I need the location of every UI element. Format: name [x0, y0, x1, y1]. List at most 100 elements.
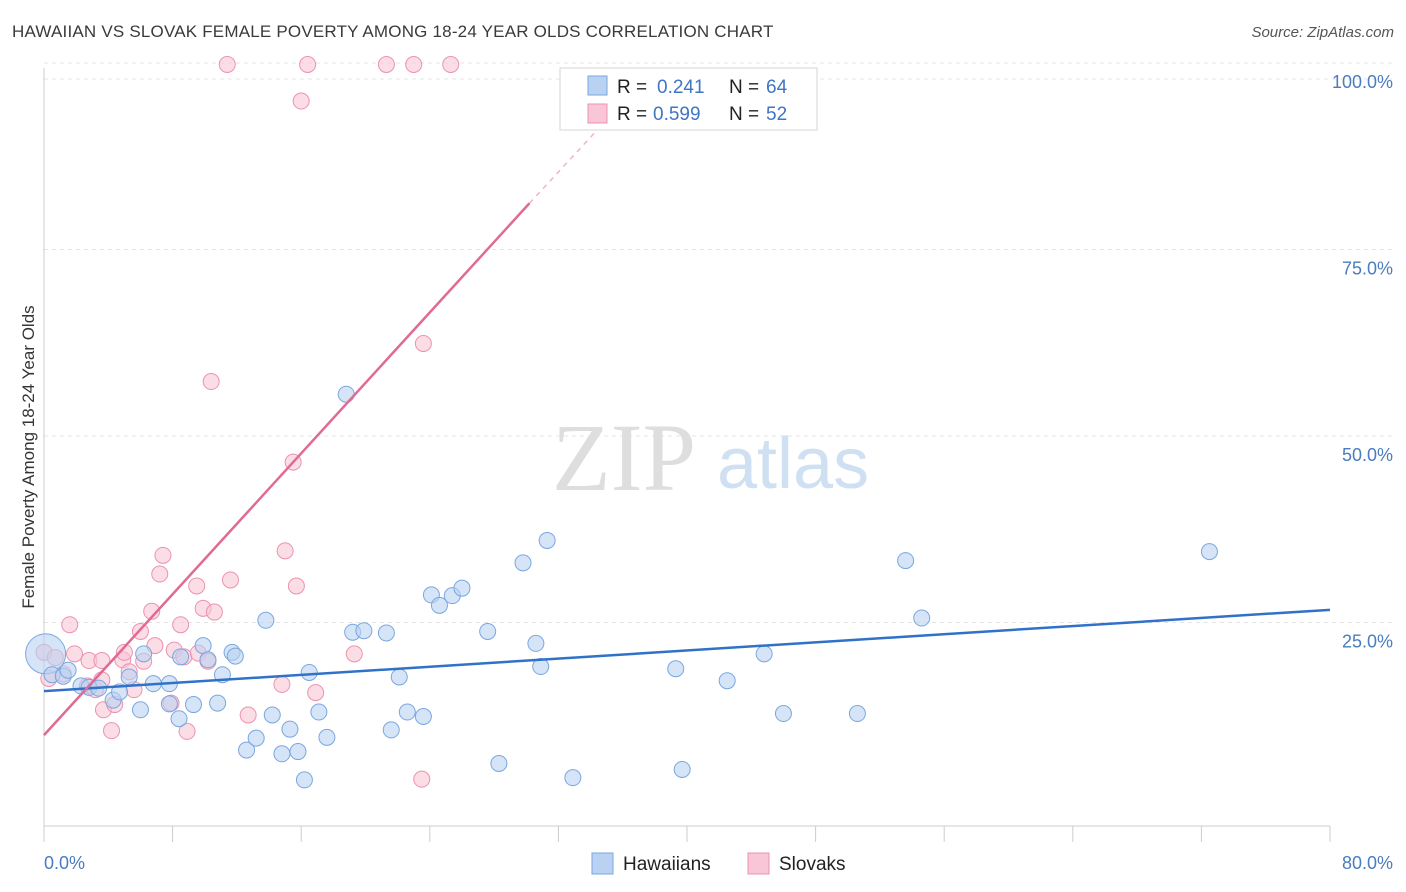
hawaiians-point-47 [479, 622, 497, 640]
hawaiians-point-35 [337, 385, 355, 403]
legend-n-value-1: 64 [766, 77, 788, 98]
axes [43, 68, 1331, 842]
legend-r-label-2: R = [617, 104, 647, 125]
y-tick-label-2: 75.0% [1342, 259, 1393, 279]
slovaks-point-20 [143, 602, 161, 620]
slovaks-point-44 [307, 684, 325, 702]
hawaiians-point-23 [226, 647, 244, 665]
hawaiians-point-58 [774, 705, 792, 723]
slovaks-point-36 [221, 571, 239, 589]
hawaiians-trend-line [43, 608, 1331, 693]
hawaiians-point-59 [848, 705, 866, 723]
slovaks-point-26 [172, 616, 190, 634]
hawaiians-point-62 [1200, 543, 1218, 561]
hawaiians-point-25 [247, 729, 265, 747]
source-label: Source: ZipAtlas.com [1251, 24, 1394, 41]
y-tick-label-3: 100.0% [1332, 72, 1393, 92]
slovaks-point-42 [292, 92, 310, 110]
hawaiians-point-31 [295, 771, 313, 789]
hawaiians-point-28 [273, 745, 291, 763]
hawaiians-point-18 [194, 637, 212, 655]
legend-swatch-hawaiians [587, 75, 608, 96]
hawaiians-point-8 [111, 683, 129, 701]
slovaks-point-4 [61, 616, 79, 634]
slovaks-point-45 [345, 645, 363, 663]
y-axis-label: Female Poverty Among 18-24 Year Olds [19, 305, 38, 608]
hawaiians-point-15 [170, 710, 188, 728]
slovaks-point-15 [115, 643, 133, 661]
slovaks-point-23 [154, 546, 172, 564]
hawaiians-point-10 [131, 701, 149, 719]
slovaks-point-35 [218, 55, 236, 73]
slovaks-point-34 [205, 603, 223, 621]
bottom-legend-hawaiians: Hawaiians [623, 854, 711, 875]
hawaiians-point-33 [310, 703, 328, 721]
bottom-legend: Hawaiians Slovaks [591, 852, 846, 875]
top-legend: R = 0.241 N = 64 R = 0.599 N = 52 [559, 67, 818, 131]
x-tick-label-1: 80.0% [1342, 853, 1393, 873]
hawaiians-point-40 [390, 668, 408, 686]
hawaiians-point-16 [172, 648, 190, 666]
hawaiians-point-49 [514, 554, 532, 572]
hawaiians-point-30 [289, 743, 307, 761]
hawaiians-point-55 [673, 760, 691, 778]
gridlines [44, 62, 1392, 623]
hawaiians-point-3 [59, 661, 77, 679]
slovaks-point-46 [377, 55, 395, 73]
legend-n-label-2: N = [729, 104, 759, 125]
hawaiians-point-0 [25, 633, 67, 675]
y-tick-label-1: 50.0% [1342, 445, 1393, 465]
hawaiians-point-54 [667, 660, 685, 678]
hawaiians-point-60 [897, 552, 915, 570]
hawaiians-point-52 [538, 531, 556, 549]
hawaiians-point-53 [564, 769, 582, 787]
legend-r-value-2: 0.599 [653, 104, 701, 125]
slovaks-point-38 [273, 675, 291, 693]
hawaiians-point-26 [257, 611, 275, 629]
hawaiians-point-44 [430, 596, 448, 614]
hawaiians-point-9 [120, 668, 138, 686]
slovaks-point-28 [178, 722, 196, 740]
legend-swatch-slovaks [587, 103, 608, 124]
hawaiians-point-34 [318, 728, 336, 746]
hawaiians-point-57 [755, 645, 773, 663]
y-tick-labels: 25.0% 50.0% 75.0% 100.0% [1332, 72, 1393, 652]
legend-n-label-1: N = [729, 77, 759, 98]
slovaks-point-22 [151, 565, 169, 583]
legend-r-value-1: 0.241 [657, 77, 705, 98]
slovaks-point-5 [66, 645, 84, 663]
slovaks-point-33 [202, 373, 220, 391]
slovaks-point-41 [287, 577, 305, 595]
hawaiians-point-46 [453, 579, 471, 597]
slovaks-trend-extension [528, 81, 643, 204]
hawaiians-point-19 [199, 651, 217, 669]
y-tick-label-0: 25.0% [1342, 632, 1393, 652]
watermark-zip: ZIP [552, 404, 696, 511]
slovaks-point-39 [276, 542, 294, 560]
slovaks-point-50 [442, 55, 460, 73]
x-tick-labels: 0.0% 80.0% [44, 853, 1393, 873]
slovaks-point-47 [405, 55, 423, 73]
hawaiians-point-17 [184, 696, 202, 714]
slovaks-point-49 [414, 334, 432, 352]
legend-n-value-2: 52 [766, 104, 787, 125]
hawaiians-point-42 [414, 707, 432, 725]
hawaiians-points [25, 385, 1218, 789]
bottom-legend-slovaks: Slovaks [779, 854, 846, 875]
hawaiians-point-32 [300, 663, 318, 681]
slovaks-trend-line [43, 202, 531, 736]
slovaks-point-43 [299, 55, 317, 73]
hawaiians-point-13 [160, 695, 178, 713]
slovaks-point-12 [103, 722, 121, 740]
slovaks-point-29 [188, 577, 206, 595]
hawaiians-point-20 [209, 694, 227, 712]
bottom-legend-swatch-hawaiians [591, 852, 614, 875]
legend-r-label-1: R = [617, 77, 647, 98]
hawaiians-point-41 [398, 703, 416, 721]
chart-title: HAWAIIAN VS SLOVAK FEMALE POVERTY AMONG … [12, 22, 774, 41]
x-tick-label-0: 0.0% [44, 853, 85, 873]
hawaiians-point-27 [263, 706, 281, 724]
hawaiians-point-29 [281, 720, 299, 738]
hawaiians-point-56 [718, 672, 736, 690]
